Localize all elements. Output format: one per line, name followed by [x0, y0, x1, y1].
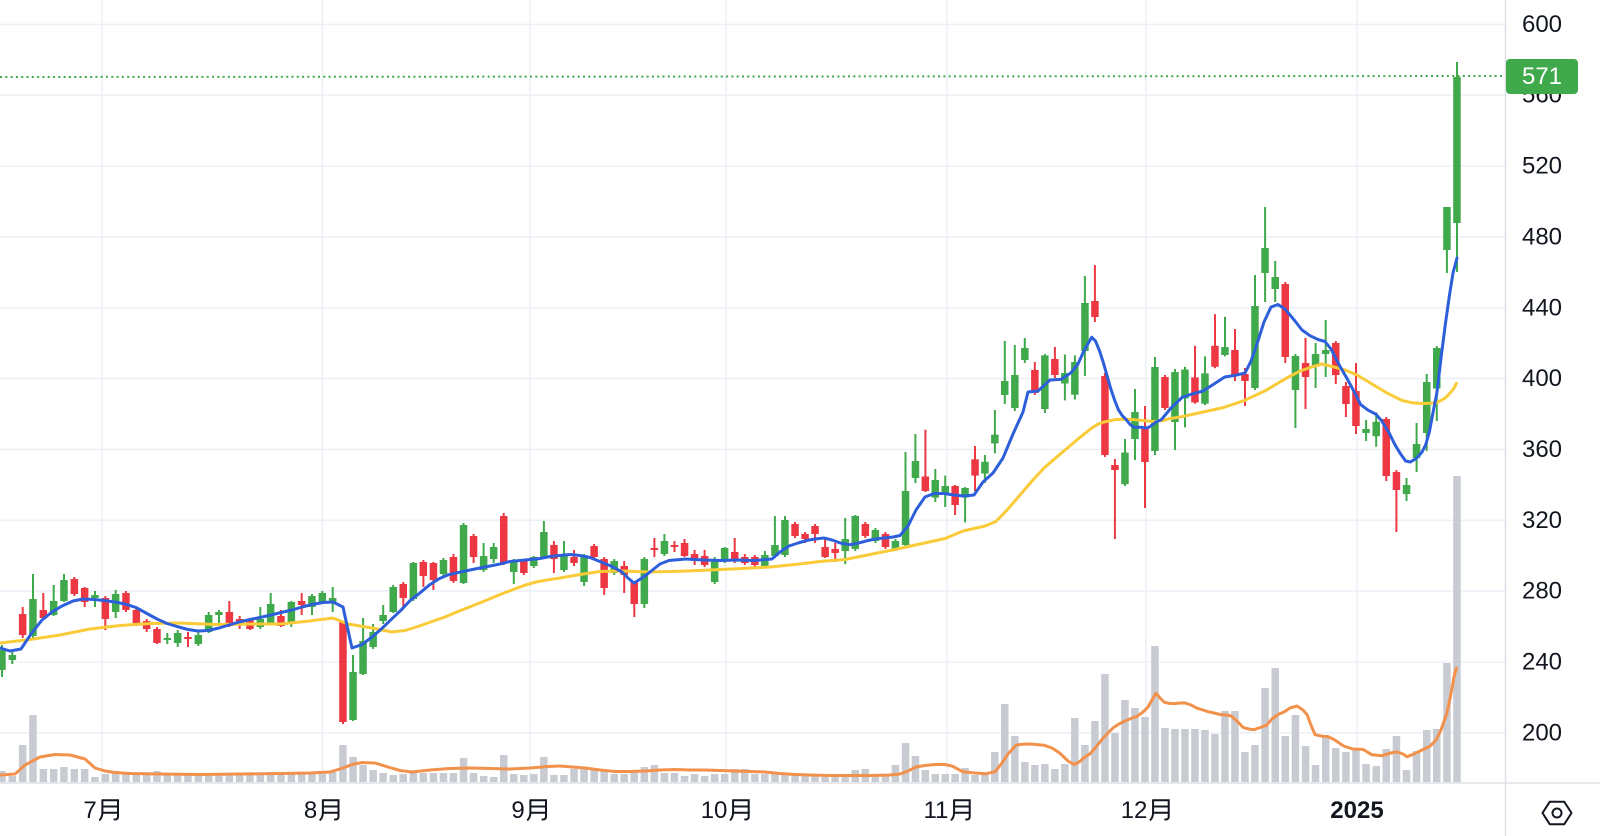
svg-text:9: 9	[511, 797, 524, 824]
svg-text:7: 7	[83, 797, 96, 824]
svg-text:320: 320	[1522, 507, 1562, 534]
svg-text:11: 11	[923, 797, 948, 824]
svg-text:8: 8	[304, 797, 317, 824]
svg-text:400: 400	[1522, 365, 1562, 392]
svg-text:360: 360	[1522, 436, 1562, 463]
svg-text:520: 520	[1522, 153, 1562, 180]
svg-text:10: 10	[701, 797, 728, 824]
svg-text:2025: 2025	[1330, 797, 1383, 824]
svg-text:571: 571	[1522, 63, 1562, 90]
svg-text:280: 280	[1522, 578, 1562, 605]
svg-text:12: 12	[1121, 797, 1148, 824]
svg-text:240: 240	[1522, 649, 1562, 676]
svg-text:600: 600	[1522, 11, 1562, 38]
svg-text:200: 200	[1522, 719, 1562, 746]
svg-text:480: 480	[1522, 223, 1562, 250]
svg-text:440: 440	[1522, 294, 1562, 321]
